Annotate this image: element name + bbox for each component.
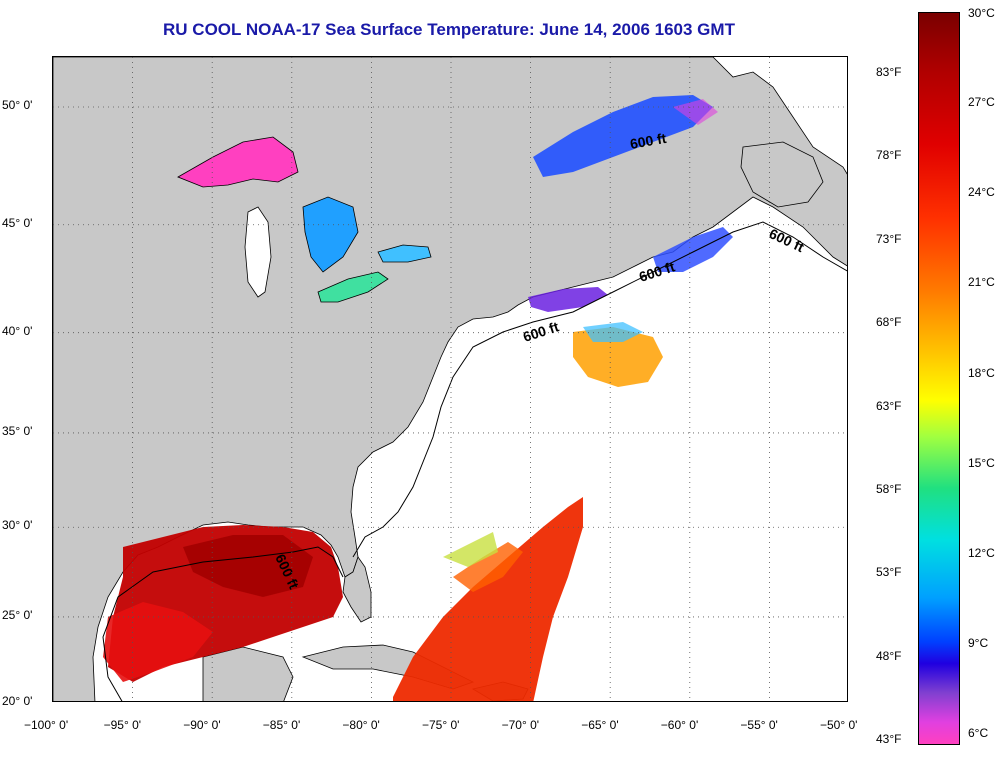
colorbar-fahrenheit-label: 43°F [876, 732, 902, 746]
colorbar-fahrenheit-label: 63°F [876, 398, 902, 413]
gulf-sst-patch-2 [103, 602, 213, 682]
st-lawrence-sst [533, 95, 713, 177]
colorbar-fahrenheit-label: 73°F [876, 231, 902, 246]
atlantic-sst-patch-3 [443, 532, 498, 567]
colorbar-fahrenheit-label: 58°F [876, 481, 902, 496]
eddy-sst-patch-2 [583, 322, 643, 342]
lake-huron-sst [302, 196, 359, 273]
colorbar-celsius-label: 21°C [968, 275, 995, 290]
scotian-shelf-sst [653, 227, 733, 272]
isobath-600ft [102, 221, 847, 701]
map-canvas: 600 ft 600 ft 600 ft 600 ft 600 ft [53, 57, 847, 701]
longitude-label: −60° 0' [660, 718, 699, 732]
longitude-label: −85° 0' [262, 718, 301, 732]
colorbar-celsius-label: 30°C [968, 6, 995, 20]
latitude-label: 40° 0' [2, 323, 33, 338]
colorbar-fahrenheit-label: 78°F [876, 148, 902, 163]
latitude-label: 45° 0' [2, 215, 33, 230]
latitude-label: 35° 0' [2, 423, 33, 438]
sst-map[interactable]: 600 ft 600 ft 600 ft 600 ft 600 ft [52, 56, 848, 702]
colorbar-celsius-label: 27°C [968, 95, 995, 110]
st-lawrence-sst-2 [673, 99, 718, 125]
longitude-label: −70° 0' [501, 718, 540, 732]
latitude-label: 50° 0' [2, 98, 33, 112]
lake-ontario-sst [377, 244, 432, 263]
lake-superior-sst [177, 136, 299, 188]
longitude-label: −100° 0' [24, 718, 69, 732]
colorbar-celsius-label: 9°C [968, 635, 989, 650]
longitude-label: −50° 0' [820, 718, 858, 732]
lake-michigan [244, 206, 272, 298]
gulf-of-maine-sst [528, 287, 608, 312]
colorbar-fahrenheit-label: 53°F [876, 565, 902, 580]
colorbar-celsius-label: 24°C [968, 185, 995, 200]
temperature-colorbar [918, 12, 960, 745]
colorbar-celsius-label: 12°C [968, 545, 995, 560]
isobath-label: 600 ft [629, 130, 668, 152]
atlantic-sst-patch [393, 497, 583, 701]
colorbar-fahrenheit-label: 68°F [876, 315, 902, 330]
gulf-sst-patch-3 [183, 535, 313, 597]
longitude-label: −80° 0' [342, 718, 380, 732]
latitude-label: 20° 0' [2, 694, 33, 708]
latitude-label: 25° 0' [2, 607, 33, 622]
longitude-label: −90° 0' [183, 718, 221, 732]
colorbar-fahrenheit-label: 48°F [876, 648, 902, 663]
colorbar-celsius-label: 18°C [968, 365, 995, 380]
longitude-label: −95° 0' [103, 718, 142, 732]
map-title: RU COOL NOAA-17 Sea Surface Temperature:… [163, 20, 735, 39]
newfoundland-island [740, 141, 824, 208]
florida-peninsula [342, 556, 372, 623]
atlantic-sst-patch-2 [453, 542, 523, 592]
latitude-label: 30° 0' [2, 518, 33, 533]
colorbar-celsius-label: 15°C [968, 455, 995, 470]
colorbar-fahrenheit-label: 83°F [876, 65, 902, 79]
colorbar-celsius-label: 6°C [968, 726, 989, 740]
longitude-label: −75° 0' [422, 718, 460, 732]
longitude-label: −55° 0' [740, 718, 778, 732]
lake-erie-sst [317, 271, 389, 303]
longitude-label: −65° 0' [581, 718, 619, 732]
